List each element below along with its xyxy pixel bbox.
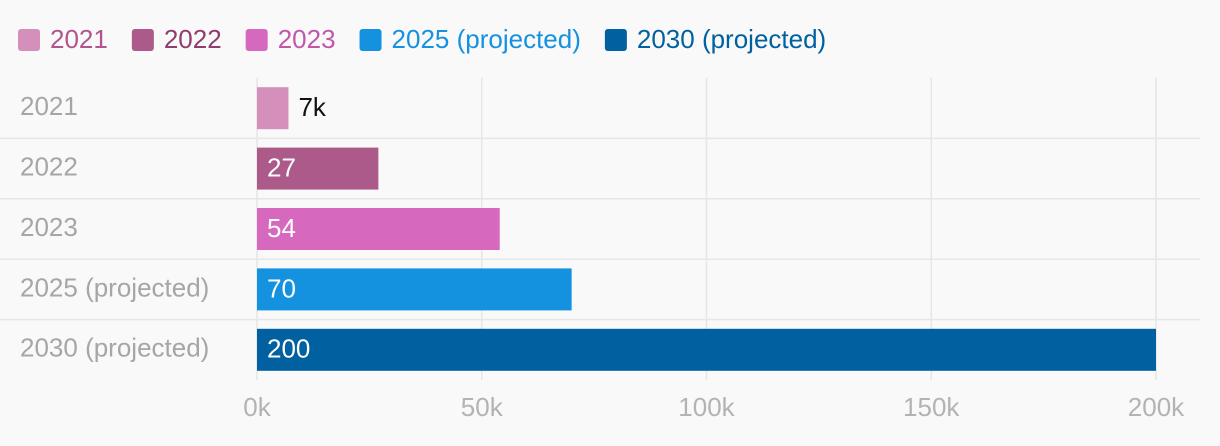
x-tick-label-2: 100k xyxy=(678,392,735,422)
category-label-4: 2030 (projected) xyxy=(20,333,209,363)
bar-value-label-4: 200 xyxy=(267,334,310,364)
legend-label-3: 2025 (projected) xyxy=(392,24,581,54)
category-label-1: 2022 xyxy=(20,151,78,181)
x-tick-label-3: 150k xyxy=(903,392,960,422)
legend-swatch-3 xyxy=(359,29,382,51)
gridlines xyxy=(0,78,1200,380)
bar-value-label-2: 54 xyxy=(267,213,296,243)
x-axis-tick-labels: 0k 50k 100k 150k 200k xyxy=(243,392,1185,422)
legend-swatch-4 xyxy=(604,29,627,51)
category-label-3: 2025 (projected) xyxy=(20,272,209,302)
x-tick-label-1: 50k xyxy=(461,392,504,422)
legend-swatch-0 xyxy=(18,29,40,51)
bar-2 xyxy=(257,208,500,250)
chart-legend: 2021 2022 2023 2025 (projected) 2030 (projec… xyxy=(18,24,826,54)
category-labels: 2021 2022 2023 2025 (projected) 2030 (projec… xyxy=(20,91,209,363)
bar-value-label-0: 7k xyxy=(298,92,326,122)
bar-0 xyxy=(257,87,289,130)
category-label-0: 2021 xyxy=(20,91,78,121)
category-label-2: 2023 xyxy=(20,212,78,242)
bar-value-label-3: 70 xyxy=(267,273,296,303)
x-tick-label-0: 0k xyxy=(243,392,271,422)
legend-swatch-1 xyxy=(131,29,154,51)
x-tick-label-4: 200k xyxy=(1128,392,1185,422)
legend-label-1: 2022 xyxy=(164,24,222,54)
legend-label-4: 2030 (projected) xyxy=(637,24,826,54)
legend-label-2: 2023 xyxy=(278,24,336,54)
legend-swatch-2 xyxy=(245,29,268,51)
legend-label-0: 2021 xyxy=(50,24,108,54)
bar-3 xyxy=(257,268,572,311)
bar-1 xyxy=(257,147,379,190)
bar-value-label-1: 27 xyxy=(267,152,296,182)
bar-4 xyxy=(257,328,1156,371)
